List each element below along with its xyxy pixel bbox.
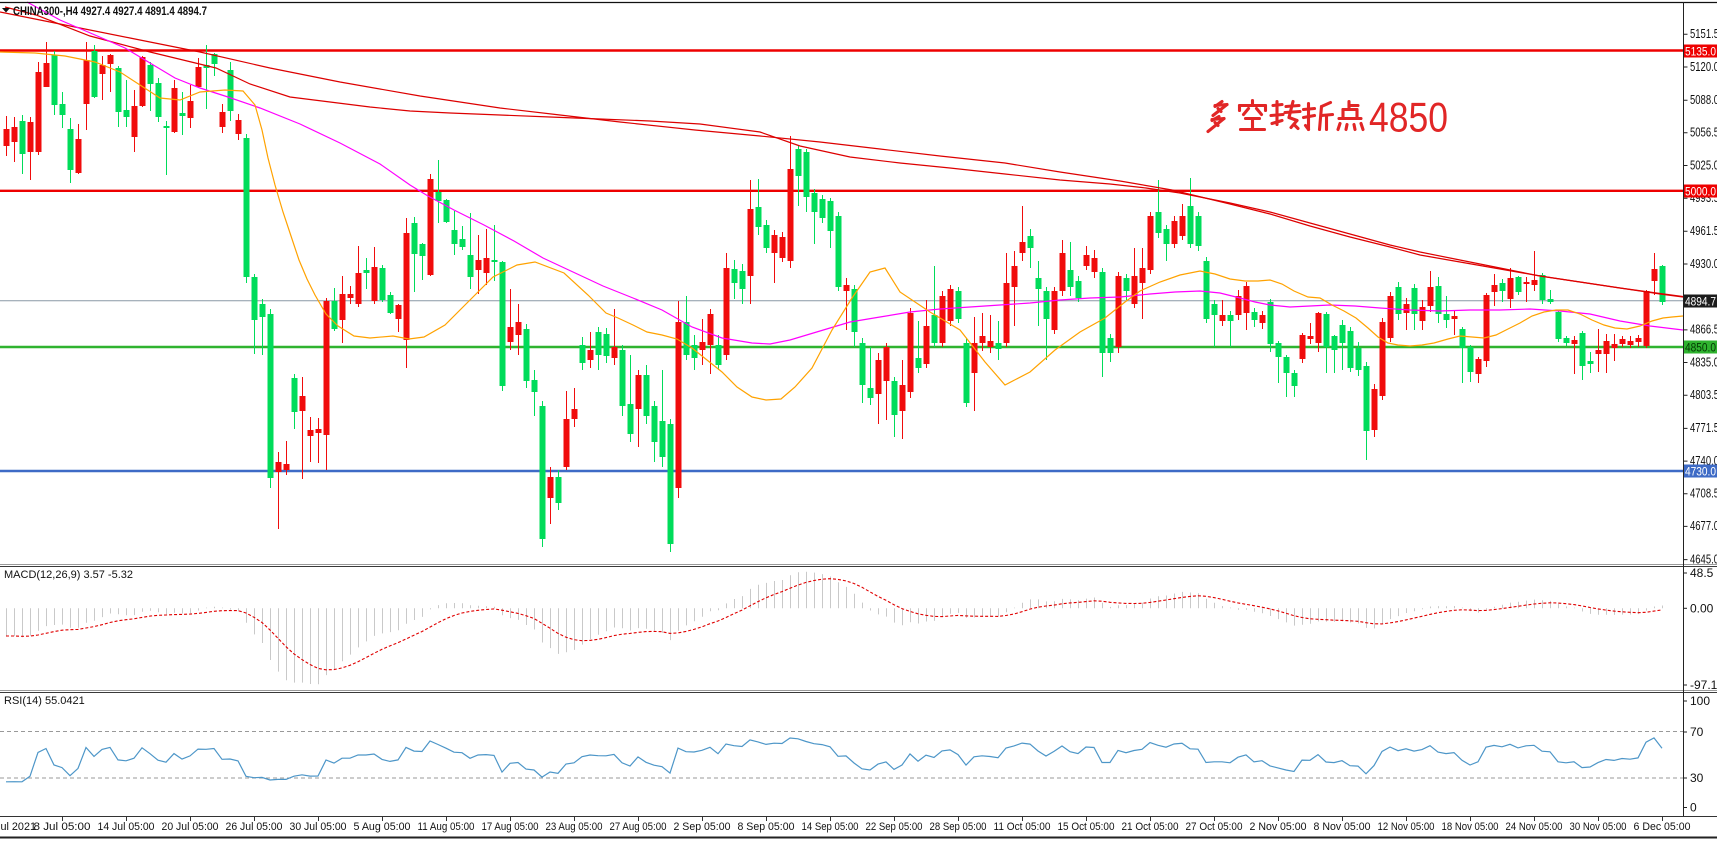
svg-text:5025.0: 5025.0 [1690, 158, 1717, 172]
svg-text:28 Sep 05:00: 28 Sep 05:00 [930, 821, 987, 833]
svg-text:30 Jul 05:00: 30 Jul 05:00 [290, 821, 347, 833]
svg-text:4850.0: 4850.0 [1685, 341, 1716, 355]
svg-text:4894.7: 4894.7 [1685, 295, 1716, 309]
svg-text:5000.0: 5000.0 [1685, 185, 1716, 199]
svg-text:27 Aug 05:00: 27 Aug 05:00 [610, 821, 667, 833]
svg-text:5088.0: 5088.0 [1690, 93, 1717, 107]
svg-text:-97.13: -97.13 [1690, 678, 1717, 692]
svg-text:30 Nov 05:00: 30 Nov 05:00 [1570, 821, 1627, 833]
svg-text:4961.5: 4961.5 [1690, 224, 1717, 238]
svg-text:RSI(14) 55.0421: RSI(14) 55.0421 [4, 695, 85, 707]
svg-text:MACD(12,26,9) 3.57 -5.32: MACD(12,26,9) 3.57 -5.32 [4, 569, 133, 581]
svg-text:5 Aug 05:00: 5 Aug 05:00 [354, 821, 411, 833]
svg-text:24 Nov 05:00: 24 Nov 05:00 [1506, 821, 1563, 833]
svg-text:8 Sep 05:00: 8 Sep 05:00 [738, 821, 795, 833]
svg-text:4730.0: 4730.0 [1685, 465, 1716, 479]
svg-text:4866.5: 4866.5 [1690, 323, 1717, 337]
svg-text:15 Oct 05:00: 15 Oct 05:00 [1058, 821, 1115, 833]
svg-text:12 Nov 05:00: 12 Nov 05:00 [1378, 821, 1435, 833]
svg-text:26 Jul 05:00: 26 Jul 05:00 [226, 821, 283, 833]
svg-text:2 Nov 05:00: 2 Nov 05:00 [1250, 821, 1307, 833]
svg-text:14 Sep 05:00: 14 Sep 05:00 [802, 821, 859, 833]
svg-text:18 Nov 05:00: 18 Nov 05:00 [1442, 821, 1499, 833]
svg-text:48.5: 48.5 [1690, 566, 1714, 580]
svg-text:4740.0: 4740.0 [1690, 454, 1717, 468]
svg-text:4835.0: 4835.0 [1690, 355, 1717, 369]
svg-text:8 Jul 05:00: 8 Jul 05:00 [34, 821, 91, 833]
svg-text:100: 100 [1690, 694, 1710, 708]
svg-text:0: 0 [1690, 801, 1697, 815]
svg-text:11 Oct 05:00: 11 Oct 05:00 [994, 821, 1051, 833]
svg-text:4930.0: 4930.0 [1690, 257, 1717, 271]
svg-text:5056.5: 5056.5 [1690, 126, 1717, 140]
svg-text:14 Jul 05:00: 14 Jul 05:00 [98, 821, 155, 833]
svg-text:6 Dec 05:00: 6 Dec 05:00 [1634, 821, 1691, 833]
svg-text:70: 70 [1690, 725, 1704, 739]
svg-text:4645.0: 4645.0 [1690, 552, 1717, 566]
svg-text:20 Jul 05:00: 20 Jul 05:00 [162, 821, 219, 833]
svg-text:23 Aug 05:00: 23 Aug 05:00 [546, 821, 603, 833]
svg-text:2 Sep 05:00: 2 Sep 05:00 [674, 821, 731, 833]
svg-text:30: 30 [1690, 771, 1704, 785]
svg-text:2 Jul 2021: 2 Jul 2021 [0, 821, 36, 833]
svg-text:17 Aug 05:00: 17 Aug 05:00 [482, 821, 539, 833]
svg-text:11 Aug 05:00: 11 Aug 05:00 [418, 821, 475, 833]
svg-text:4850: 4850 [1369, 94, 1448, 141]
svg-text:4771.5: 4771.5 [1690, 421, 1717, 435]
svg-text:5151.5: 5151.5 [1690, 27, 1717, 41]
svg-text:4677.0: 4677.0 [1690, 519, 1717, 533]
svg-text:21 Oct 05:00: 21 Oct 05:00 [1122, 821, 1179, 833]
svg-text:5120.0: 5120.0 [1690, 60, 1717, 74]
svg-text:8 Nov 05:00: 8 Nov 05:00 [1314, 821, 1371, 833]
svg-text:0.00: 0.00 [1690, 602, 1714, 616]
svg-text:27 Oct 05:00: 27 Oct 05:00 [1186, 821, 1243, 833]
svg-text:22 Sep 05:00: 22 Sep 05:00 [866, 821, 923, 833]
svg-text:CHINA300-,H4 4927.4 4927.4 48: CHINA300-,H4 4927.4 4927.4 4891.4 4894.7 [13, 6, 207, 18]
svg-text:4708.5: 4708.5 [1690, 487, 1717, 501]
svg-text:4803.5: 4803.5 [1690, 388, 1717, 402]
svg-text:5135.0: 5135.0 [1685, 45, 1716, 59]
